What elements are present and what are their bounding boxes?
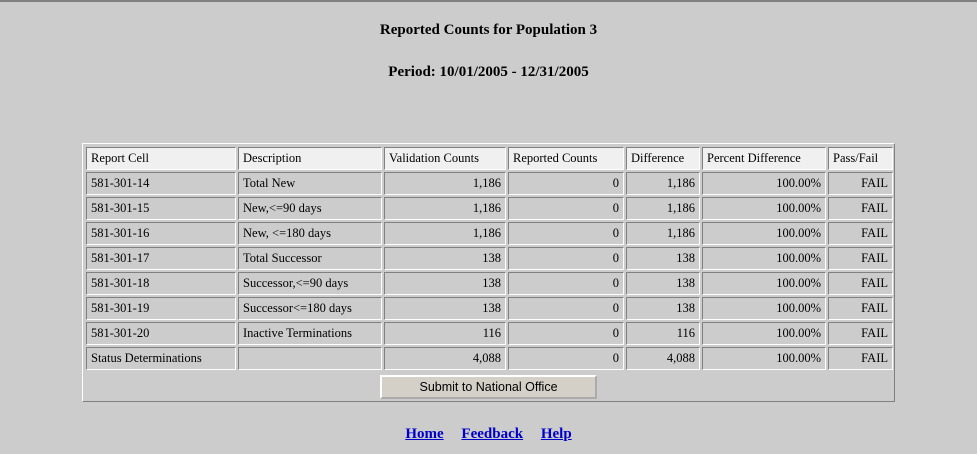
table-row: 581-301-16 New, <=180 days 1,186 0 1,186 100.…: [86, 222, 893, 245]
table-row: Status Determinations 4,088 0 4,088 100.00% F…: [86, 347, 893, 370]
column-header: Difference: [626, 147, 700, 170]
table-row: 581-301-15 New,<=90 days 1,186 0 1,186 100.00…: [86, 197, 893, 220]
table-cell: FAIL: [828, 172, 893, 195]
table-cell: 581-301-15: [86, 197, 236, 220]
page-title: Reported Counts for Population 3: [379, 22, 598, 38]
table-cell: 100.00%: [702, 222, 826, 245]
table-cell: FAIL: [828, 322, 893, 345]
table-cell: 1,186: [626, 197, 700, 220]
table-cell: 0: [508, 222, 624, 245]
table-cell: 100.00%: [702, 297, 826, 320]
table-cell: FAIL: [828, 297, 893, 320]
table-cell: 0: [508, 197, 624, 220]
table-cell: 1,186: [384, 222, 506, 245]
table-cell: FAIL: [828, 272, 893, 295]
table-cell: 100.00%: [702, 347, 826, 370]
table-cell: New,<=90 days: [238, 197, 382, 220]
table-cell: 4,088: [626, 347, 700, 370]
table-row: 581-301-19 Successor<=180 days 138 0 138 100.…: [86, 297, 893, 320]
table-cell: 116: [384, 322, 506, 345]
table-cell: 100.00%: [702, 197, 826, 220]
column-header: Pass/Fail: [828, 147, 893, 170]
table-cell: 581-301-18: [86, 272, 236, 295]
table-cell: 581-301-16: [86, 222, 236, 245]
header-row: Report Cell Description Validation Counts R…: [86, 147, 893, 170]
table-row: 581-301-18 Successor,<=90 days 138 0 138 100.…: [86, 272, 893, 295]
table-cell: 1,186: [626, 172, 700, 195]
table-cell: 138: [626, 272, 700, 295]
table-cell: 100.00%: [702, 322, 826, 345]
table-row: 581-301-17 Total Successor 138 0 138 100.00% F…: [86, 247, 893, 270]
table-cell: 581-301-14: [86, 172, 236, 195]
column-header: Reported Counts: [508, 147, 624, 170]
table-row: 581-301-20 Inactive Terminations 116 0 116 10…: [86, 322, 893, 345]
table-cell: 1,186: [626, 222, 700, 245]
table-cell: 0: [508, 172, 624, 195]
table-cell: [238, 347, 382, 370]
table-cell: New, <=180 days: [238, 222, 382, 245]
table-cell: Successor,<=90 days: [238, 272, 382, 295]
column-header: Validation Counts: [384, 147, 506, 170]
table-cell: 0: [508, 272, 624, 295]
table-cell: Successor<=180 days: [238, 297, 382, 320]
home-link[interactable]: Home: [405, 426, 444, 442]
help-link[interactable]: Help: [540, 426, 572, 442]
table-cell: Total New: [238, 172, 382, 195]
table-cell: FAIL: [828, 247, 893, 270]
table-cell: Status Determinations: [86, 347, 236, 370]
table-cell: 581-301-19: [86, 297, 236, 320]
table-cell: 138: [384, 272, 506, 295]
table-cell: 581-301-17: [86, 247, 236, 270]
footer-links: Home Feedback Help: [0, 426, 977, 443]
table-cell: 138: [384, 297, 506, 320]
column-header: Description: [238, 147, 382, 170]
table-cell: 1,186: [384, 197, 506, 220]
table-cell: 100.00%: [702, 247, 826, 270]
table-cell: FAIL: [828, 197, 893, 220]
table-cell: FAIL: [828, 222, 893, 245]
table-cell: 0: [508, 347, 624, 370]
column-header: Percent Difference: [702, 147, 826, 170]
table-cell: 100.00%: [702, 172, 826, 195]
period-label: Period: 10/01/2005 - 12/31/2005: [388, 64, 589, 80]
table-cell: 4,088: [384, 347, 506, 370]
table-cell: Total Successor: [238, 247, 382, 270]
counts-table-container: Report Cell Description Validation Counts R…: [82, 143, 895, 402]
table-cell: 116: [626, 322, 700, 345]
submit-button[interactable]: Submit to National Office: [380, 375, 597, 399]
counts-table: Report Cell Description Validation Counts R…: [84, 145, 895, 372]
table-cell: 138: [626, 297, 700, 320]
table-cell: Inactive Terminations: [238, 322, 382, 345]
table-cell: 100.00%: [702, 272, 826, 295]
table-cell: 138: [384, 247, 506, 270]
column-header: Report Cell: [86, 147, 236, 170]
table-cell: 1,186: [384, 172, 506, 195]
feedback-link[interactable]: Feedback: [461, 426, 524, 442]
table-cell: FAIL: [828, 347, 893, 370]
table-cell: 0: [508, 297, 624, 320]
table-row: 581-301-14 Total New 1,186 0 1,186 100.00% FAI…: [86, 172, 893, 195]
table-cell: 138: [626, 247, 700, 270]
table-cell: 581-301-20: [86, 322, 236, 345]
table-cell: 0: [508, 247, 624, 270]
table-cell: 0: [508, 322, 624, 345]
